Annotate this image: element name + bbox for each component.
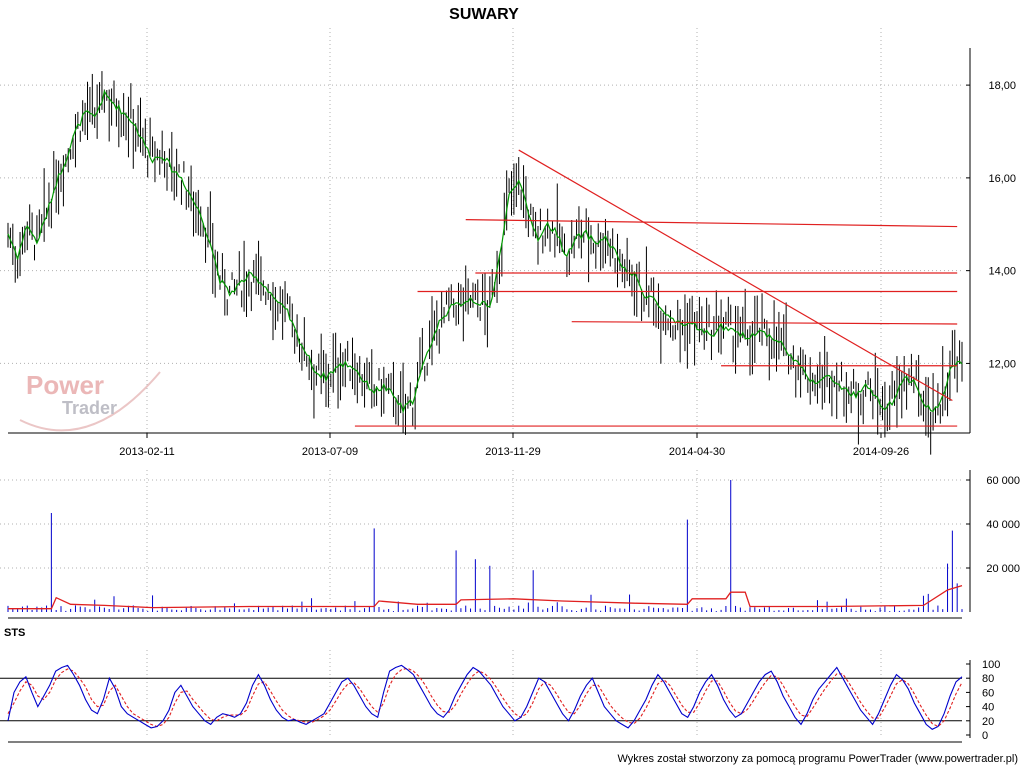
chart-title: SUWARY [449, 6, 519, 23]
x-tick-label: 2014-09-26 [853, 446, 909, 458]
sts-y-tick-label: 80 [982, 673, 994, 685]
y-tick-label: 18,00 [988, 80, 1016, 92]
volume-pane: 60 000 40 000 20 000 [0, 470, 1020, 619]
volume-average-line [8, 584, 963, 610]
sts-y-tick-label: 0 [982, 730, 988, 742]
y-tick-label: 16,00 [988, 173, 1016, 185]
volume-y-tick-label: 20 000 [986, 563, 1020, 575]
title-group: SUWARY [449, 6, 519, 23]
y-tick-label: 14,00 [988, 266, 1016, 278]
trendline [571, 321, 958, 325]
volume-grid [0, 470, 962, 612]
price-grid [0, 28, 962, 433]
x-tick-label: 2014-04-30 [669, 446, 725, 458]
trendlines [354, 149, 958, 427]
sts-d-line [7, 667, 963, 728]
footer-credit: Wykres został stworzony za pomocą progra… [617, 753, 1018, 765]
price-average-line [7, 89, 963, 414]
trendline [518, 149, 953, 402]
y-tick-label: 12,00 [988, 358, 1016, 370]
x-tick-label: 2013-07-09 [302, 446, 358, 458]
sts-label: STS [4, 627, 25, 639]
volume-bars [7, 480, 963, 612]
price-y-ticks: 18,00 16,00 14,00 12,00 [966, 80, 1016, 370]
sts-y-tick-label: 40 [982, 702, 994, 714]
sts-y-tick-label: 20 [982, 716, 994, 728]
price-x-ticks: 2013-02-11 2013-07-09 2013-11-29 2014-04-30… [119, 433, 909, 458]
logo-trader-text: Trader [62, 398, 117, 418]
sts-grid [0, 650, 962, 738]
sts-y-tick-label: 100 [982, 659, 1000, 671]
x-tick-label: 2013-11-29 [485, 446, 540, 458]
volume-y-tick-label: 60 000 [986, 475, 1020, 487]
price-bars [7, 71, 963, 455]
logo-swoosh [19, 371, 161, 432]
sts-y-ticks: 100 80 60 40 20 0 [966, 659, 1000, 742]
volume-y-tick-label: 40 000 [986, 519, 1020, 531]
price-pane: 2013-02-11 2013-07-09 2013-11-29 2014-04-30… [0, 28, 1016, 458]
sts-y-tick-label: 60 [982, 687, 994, 699]
sts-pane: STS 100 80 60 40 20 0 [0, 627, 1000, 743]
sts-k-line [7, 664, 963, 730]
x-tick-label: 2013-02-11 [119, 446, 174, 458]
trendline [465, 219, 958, 228]
watermark-logo: Power Trader [19, 370, 161, 432]
volume-y-ticks: 60 000 40 000 20 000 [966, 475, 1020, 575]
logo-power-text: Power [26, 370, 104, 400]
